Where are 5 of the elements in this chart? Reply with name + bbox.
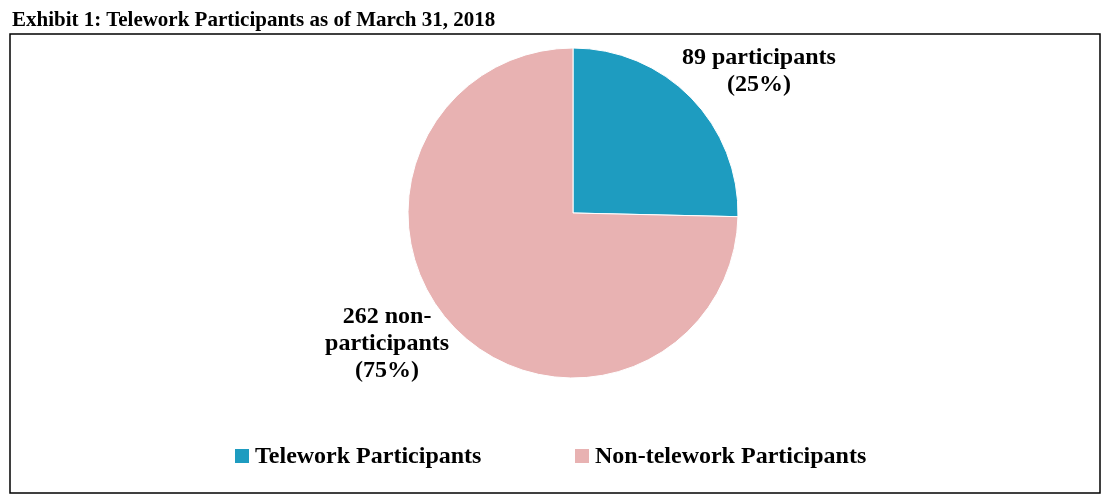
legend-label: Telework Participants — [255, 442, 482, 468]
legend-label: Non-telework Participants — [595, 442, 867, 468]
data-label: 89 participants (25%) — [681, 42, 836, 96]
chart-title: Exhibit 1: Telework Participants as of March 31, 2018 — [12, 7, 496, 31]
data-label: 262 non- participants (75%) — [325, 302, 450, 383]
